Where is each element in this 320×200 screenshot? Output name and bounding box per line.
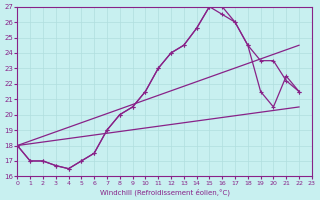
X-axis label: Windchill (Refroidissement éolien,°C): Windchill (Refroidissement éolien,°C) (100, 188, 229, 196)
